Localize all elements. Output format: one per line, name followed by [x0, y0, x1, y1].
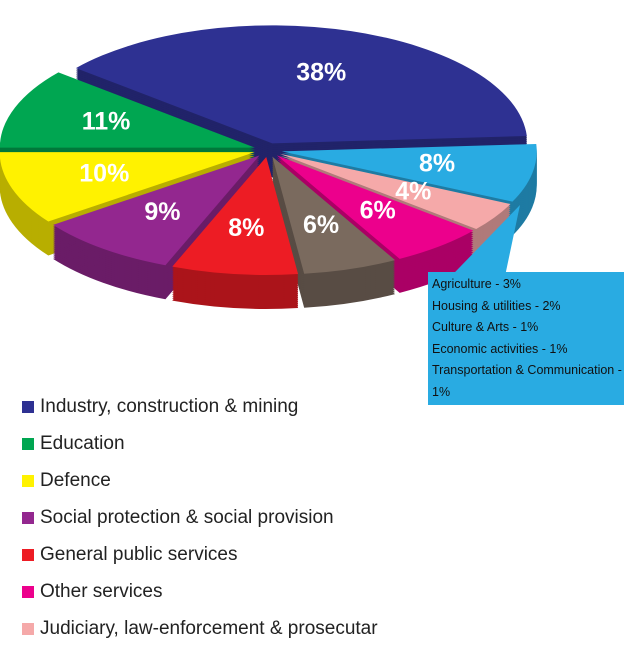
legend-label: Defence: [40, 470, 111, 491]
data-label: 6%: [360, 196, 396, 224]
slice: [0, 72, 255, 148]
legend-label: Education: [40, 433, 125, 454]
data-label: 11%: [82, 107, 131, 135]
data-label: 6%: [303, 211, 339, 239]
callout-box: Agriculture - 3% Housing & utilities - 2%…: [428, 272, 624, 405]
callout-line: Housing & utilities - 2%: [432, 298, 561, 313]
callout-pointer: [428, 172, 552, 300]
slice-group: [75, 25, 527, 178]
slice: [75, 25, 527, 144]
legend-label: Judiciary, law-enforcement & prosecutar: [40, 618, 378, 639]
slice: [279, 153, 511, 230]
slice-group: [172, 156, 299, 309]
data-label: 9%: [144, 198, 180, 226]
legend-label: Industry, construction & mining: [40, 396, 298, 417]
slice: [53, 155, 260, 266]
callout-line: Economic activities - 1%: [432, 341, 568, 356]
legend-label: Other services: [40, 581, 162, 602]
slice: [272, 156, 396, 274]
slice: [0, 152, 255, 222]
callout-line: Culture & Arts - 1%: [432, 320, 539, 334]
slice-group: [53, 155, 260, 300]
legend-swatch: [22, 438, 34, 450]
legend-swatch: [22, 623, 34, 635]
data-label: 8%: [228, 214, 264, 242]
slice-group: [272, 156, 396, 308]
slice: [172, 156, 299, 275]
legend-label: General public services: [40, 544, 237, 565]
data-label: 38%: [296, 58, 346, 86]
legend-swatch: [22, 512, 34, 524]
data-label: 8%: [419, 150, 455, 178]
data-label: 4%: [395, 178, 431, 206]
slice: [276, 155, 474, 259]
legend-swatch: [22, 586, 34, 598]
legend-label: Social protection & social provision: [40, 507, 334, 528]
callout-line: Transportation & Communication - 1%: [432, 363, 622, 399]
legend-swatch: [22, 475, 34, 487]
data-label: 10%: [79, 159, 129, 187]
legend-swatch: [22, 549, 34, 561]
legend-swatch: [22, 401, 34, 413]
callout-line: Agriculture - 3%: [432, 277, 521, 291]
slice: [281, 143, 537, 202]
